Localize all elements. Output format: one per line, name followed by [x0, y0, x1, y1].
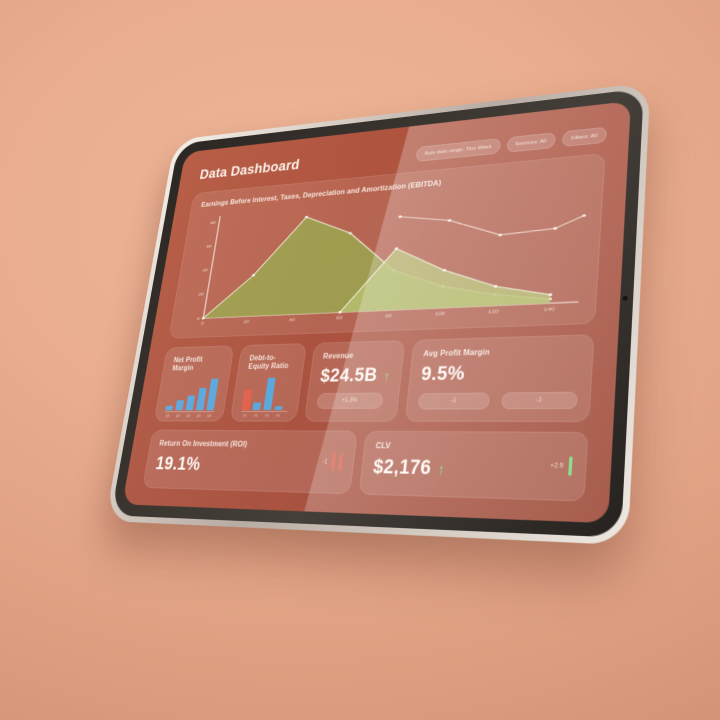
camera-icon — [621, 295, 628, 301]
svg-text:60: 60 — [206, 244, 212, 249]
sparkline-bar-label: Q4 — [196, 413, 201, 418]
sparkline-axis — [241, 410, 288, 413]
svg-text:140: 140 — [543, 307, 555, 313]
clv-value-row: $2,176 ↑ — [371, 456, 573, 481]
svg-text:120: 120 — [488, 309, 499, 315]
trend-up-bar-icon — [568, 456, 573, 476]
svg-text:40: 40 — [202, 268, 208, 273]
sparkline-bar-label: Y4 — [275, 413, 280, 418]
clv-delta-label: +2.9 — [550, 462, 564, 470]
debt-to-equity-sparkline — [241, 377, 292, 411]
card-avg-profit-margin[interactable]: Avg Profit Margin 9.5% -1 -1 — [404, 334, 595, 423]
tablet-screen: Data Dashboard Auto date range: This Wee… — [122, 100, 631, 524]
avg-profit-margin-badges: -1 -1 — [417, 391, 578, 410]
sparkline-bar — [195, 387, 207, 411]
sparkline-bar-label: Q1 — [165, 414, 170, 418]
sparkline-bar — [252, 402, 262, 411]
date-range-button[interactable]: Auto date range: This Week — [415, 138, 501, 162]
card-clv[interactable]: CLV $2,176 ↑ +2.9 — [358, 430, 589, 502]
sparkline-labels: Q1 Q2 Q3 Q4 Q5 — [164, 414, 214, 418]
card-title: Return On Investment (ROI) — [158, 439, 248, 449]
svg-text:80: 80 — [385, 314, 392, 319]
card-roi[interactable]: Return On Investment (ROI) 19.1% -1 — [142, 429, 358, 495]
card-title: Revenue — [322, 351, 354, 361]
trend-down-bar-icon — [338, 453, 344, 471]
svg-text:20: 20 — [198, 292, 204, 297]
svg-text:0: 0 — [196, 317, 200, 322]
page-title: Data Dashboard — [198, 157, 301, 183]
sparkline-bar-label: Y3 — [264, 413, 269, 418]
sparkline-bar — [175, 400, 185, 411]
services-filter-button[interactable]: Services: All — [505, 132, 556, 153]
trend-up-icon: ↑ — [382, 367, 392, 384]
sparkline-bar — [185, 395, 196, 411]
svg-text:40: 40 — [288, 318, 295, 323]
sparkline-bar — [206, 378, 219, 411]
sparkline-bar — [263, 377, 276, 411]
ebitda-chart-card: Earnings Before Interest, Taxes, Depreci… — [168, 152, 606, 339]
sparkline-bar-label: Y1 — [242, 413, 247, 418]
svg-text:100: 100 — [435, 311, 446, 317]
sparkline-bar-label: Y2 — [253, 413, 258, 418]
sparkline-labels: Y1 Y2 Y3 Y4 — [241, 414, 287, 418]
status-badge: -1 — [417, 392, 491, 410]
card-debt-to-equity[interactable]: Debt-to-Equity Ratio Y1 Y2 Y3 Y4 — [230, 343, 307, 422]
sparkline-bar — [241, 389, 253, 411]
roi-delta-label: -1 — [322, 458, 328, 465]
sparkline-bar-label: Q5 — [206, 413, 212, 418]
svg-text:0: 0 — [201, 321, 205, 326]
card-revenue[interactable]: Revenue $24.5B ↑ +1.3% — [303, 340, 406, 422]
svg-text:20: 20 — [243, 320, 250, 325]
sparkline-axis — [164, 411, 215, 413]
filters-button[interactable]: Filters: All — [561, 126, 608, 148]
svg-text:80: 80 — [210, 221, 216, 226]
sparkline-bar — [165, 405, 173, 411]
sparkline-bar — [274, 406, 283, 411]
clv-value: $2,176 — [371, 456, 433, 480]
sparkline-bar-label: Q2 — [175, 414, 181, 418]
revenue-change-badge: +1.3% — [316, 392, 384, 409]
avg-profit-margin-value: 9.5% — [420, 363, 466, 386]
sparkline-bar-label: Q3 — [185, 414, 191, 418]
net-profit-margin-sparkline — [165, 378, 220, 411]
kpi-row-secondary: Return On Investment (ROI) 19.1% -1 CLV — [142, 429, 589, 502]
revenue-value: $24.5B — [319, 365, 379, 387]
card-title: Avg Profit Margin — [422, 347, 491, 359]
clv-trend-indicator: +2.9 — [550, 456, 573, 476]
revenue-value-row: $24.5B ↑ — [319, 365, 392, 387]
card-net-profit-margin[interactable]: Net Profit Margin Q1 Q2 Q3 Q4 Q5 — [153, 345, 235, 422]
tablet-device: Data Dashboard Auto date range: This Wee… — [105, 81, 651, 546]
card-title: Debt-to-Equity Ratio — [247, 353, 290, 371]
status-badge: -1 — [500, 391, 578, 410]
tablet-bezel: Data Dashboard Auto date range: This Wee… — [110, 88, 644, 538]
trend-up-icon: ↑ — [437, 460, 446, 478]
roi-value: 19.1% — [154, 454, 202, 475]
svg-text:60: 60 — [336, 316, 343, 321]
dashboard-root: Data Dashboard Auto date range: This Wee… — [122, 101, 631, 523]
card-title: CLV — [375, 441, 392, 451]
kpi-row-primary: Net Profit Margin Q1 Q2 Q3 Q4 Q5 Debt-to-Equ… — [153, 334, 595, 423]
card-title: Net Profit Margin — [171, 355, 204, 373]
